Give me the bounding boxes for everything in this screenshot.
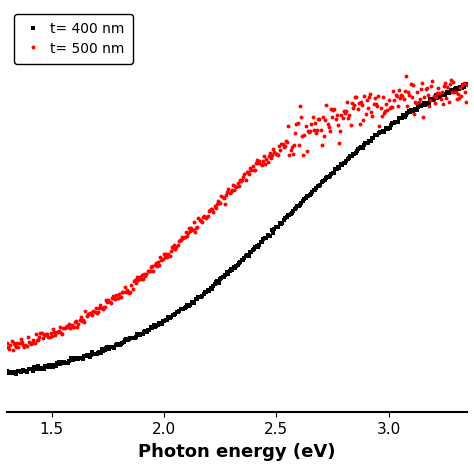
t= 400 nm	[88, 352, 94, 357]
t= 400 nm	[284, 214, 290, 220]
Legend: t= 400 nm, t= 500 nm: t= 400 nm, t= 500 nm	[14, 14, 133, 64]
t= 500 nm	[340, 115, 346, 121]
t= 500 nm	[337, 128, 343, 134]
t= 500 nm	[10, 347, 16, 353]
Line: t= 500 nm: t= 500 nm	[5, 74, 469, 352]
t= 500 nm	[295, 120, 301, 126]
t= 400 nm	[14, 371, 19, 376]
Line: t= 400 nm: t= 400 nm	[5, 83, 469, 375]
t= 500 nm	[61, 325, 66, 330]
X-axis label: Photon energy (eV): Photon energy (eV)	[138, 443, 336, 461]
t= 500 nm	[187, 228, 193, 233]
t= 500 nm	[4, 340, 10, 346]
t= 500 nm	[155, 259, 161, 264]
t= 400 nm	[383, 125, 389, 131]
t= 400 nm	[464, 82, 470, 87]
t= 500 nm	[403, 73, 409, 79]
t= 500 nm	[464, 82, 470, 88]
t= 400 nm	[4, 369, 10, 374]
t= 400 nm	[72, 355, 78, 361]
t= 400 nm	[374, 132, 379, 138]
t= 400 nm	[406, 109, 411, 114]
